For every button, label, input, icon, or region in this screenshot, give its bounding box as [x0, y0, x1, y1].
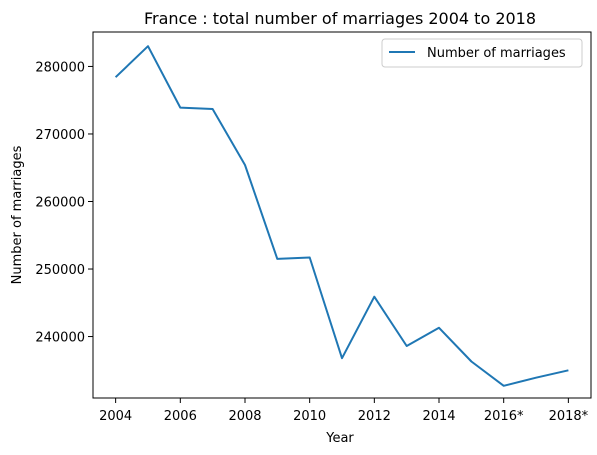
legend-box — [381, 38, 583, 68]
x-tick-label: 2016* — [484, 409, 524, 424]
x-tick-label: 2014 — [422, 409, 455, 424]
x-tick-label: 2008 — [228, 409, 261, 424]
x-tick-label: 2004 — [99, 409, 132, 424]
series-line-0 — [114, 45, 569, 387]
x-axis-label: Year — [325, 431, 354, 446]
y-tick-label: 240000 — [35, 331, 85, 346]
y-axis: 240000 250000 260000 270000 280000 — [35, 60, 93, 346]
x-tick-label: 2006 — [164, 409, 197, 424]
y-tick-label: 280000 — [35, 60, 85, 75]
y-tick-label: 260000 — [35, 195, 85, 210]
chart-title: France : total number of marriages 2004 … — [144, 9, 536, 28]
x-tick-label: 2012 — [358, 409, 391, 424]
y-axis-label: Number of marriages — [10, 145, 25, 284]
plot-frame — [92, 31, 592, 399]
legend-label: Number of marriages — [427, 46, 566, 61]
plot-area — [114, 45, 569, 387]
y-tick-label: 250000 — [35, 263, 85, 278]
x-tick-label: 2018* — [549, 409, 589, 424]
x-axis: 2004 2006 2008 2010 2012 2014 2016* 2018* — [99, 398, 589, 424]
x-tick-label: 2010 — [293, 409, 326, 424]
legend: Number of marriages — [381, 38, 583, 68]
y-tick-label: 270000 — [35, 128, 85, 143]
